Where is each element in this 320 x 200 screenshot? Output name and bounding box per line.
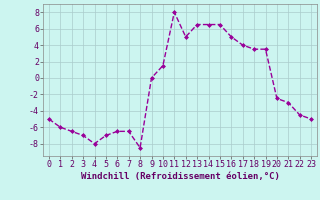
X-axis label: Windchill (Refroidissement éolien,°C): Windchill (Refroidissement éolien,°C) (81, 172, 279, 181)
